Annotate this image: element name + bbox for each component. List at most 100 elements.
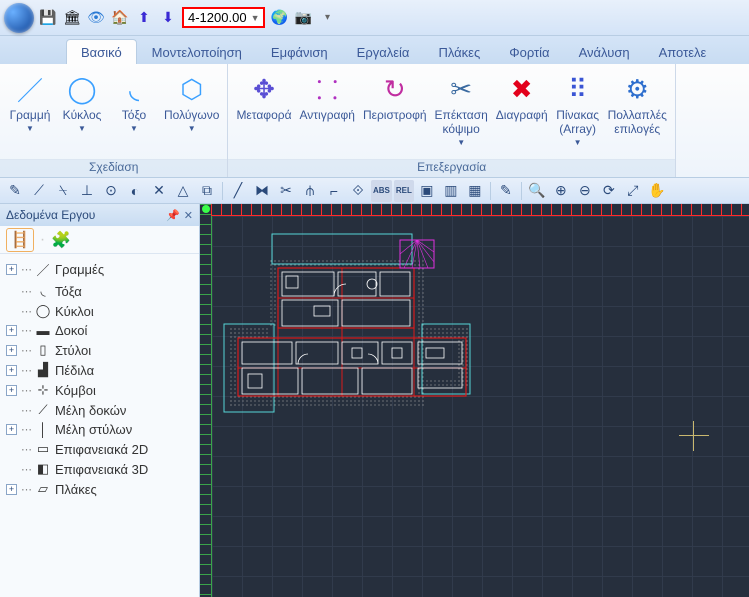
save-icon[interactable]: 💾: [38, 8, 58, 28]
tool-t11-icon[interactable]: ⧓: [251, 180, 273, 202]
level-selector[interactable]: 4-1200.00 ▼: [182, 7, 265, 28]
app-orb-icon[interactable]: [4, 3, 34, 33]
expand-icon[interactable]: +: [6, 365, 17, 376]
array-button[interactable]: ⠿Πίνακας (Array)▼: [554, 70, 602, 149]
polygon-label: Πολύγωνο: [164, 108, 219, 122]
tool-t3-icon[interactable]: ⍀: [52, 180, 74, 202]
tab-modeling[interactable]: Μοντελοποίηση: [138, 40, 256, 64]
tool-t6-icon[interactable]: ◐: [124, 180, 146, 202]
panel-tab-layers-icon[interactable]: 🧩: [51, 230, 71, 250]
camera-icon[interactable]: 📷: [293, 8, 313, 28]
tree-node-label: Κύκλοι: [55, 304, 94, 319]
tool-t15-icon[interactable]: ⟐: [347, 180, 369, 202]
move-label: Μεταφορά: [236, 108, 291, 122]
expand-icon[interactable]: +: [6, 484, 17, 495]
tab-results[interactable]: Αποτελε: [645, 40, 721, 64]
tool-z6-icon[interactable]: ✋: [646, 180, 668, 202]
quick-access-toolbar: 💾 🏛 👁 🏠 ⬆ ⬇ 4-1200.00 ▼ 🌍 📷 ▾: [0, 0, 749, 36]
delete-button[interactable]: ✖Διαγραφή: [494, 70, 550, 124]
tree-node-icon: ◯: [35, 303, 51, 319]
qa-customize-icon[interactable]: ▾: [317, 8, 337, 28]
expand-icon[interactable]: +: [6, 325, 17, 336]
tab-basic[interactable]: Βασικό: [66, 39, 137, 64]
tree-node[interactable]: +⋯▯Στύλοι: [2, 340, 197, 360]
arc-button[interactable]: ◟Τόξο▼: [110, 70, 158, 135]
tool-z2-icon[interactable]: ⊕: [550, 180, 572, 202]
tool-t5-icon[interactable]: ⊙: [100, 180, 122, 202]
home-icon[interactable]: 🏠: [110, 8, 130, 28]
expand-icon[interactable]: +: [6, 385, 17, 396]
line-button[interactable]: ／Γραμμή▼: [6, 70, 54, 135]
tool-z4-icon[interactable]: ⟳: [598, 180, 620, 202]
polygon-button[interactable]: ⬡Πολύγωνο▼: [162, 70, 221, 135]
tree-node-label: Επιφανειακά 2D: [55, 442, 148, 457]
tool-rel-icon[interactable]: REL: [394, 180, 414, 202]
tool-t17-icon[interactable]: ▥: [440, 180, 462, 202]
rotate-button[interactable]: ↻Περιστροφή: [361, 70, 429, 124]
tree-node[interactable]: +⋯▬Δοκοί: [2, 321, 197, 340]
copy-label: Αντιγραφή: [300, 108, 355, 122]
multi-button[interactable]: ⚙Πολλαπλές επιλογές: [606, 70, 669, 138]
tree-node[interactable]: +⋯▟Πέδιλα: [2, 360, 197, 380]
level-up-icon[interactable]: ⬆: [134, 8, 154, 28]
tree-connector: ⋯: [21, 285, 31, 298]
copy-button[interactable]: ⸬ Αντιγραφή: [298, 70, 357, 124]
tree-node[interactable]: +⋯▱Πλάκες: [2, 479, 197, 499]
tool-t8-icon[interactable]: △: [172, 180, 194, 202]
extend-button[interactable]: ✂Επέκταση κόψιμο▼: [433, 70, 490, 149]
tool-t13-icon[interactable]: ⫛: [299, 180, 321, 202]
tool-t7-icon[interactable]: ✕: [148, 180, 170, 202]
tab-analysis[interactable]: Ανάλυση: [565, 40, 644, 64]
line-label: Γραμμή: [10, 108, 51, 122]
tree-node-icon: ◧: [35, 461, 51, 477]
tree-node[interactable]: +⋯⊹Κόμβοι: [2, 380, 197, 400]
tool-t9-icon[interactable]: ⧉: [196, 180, 218, 202]
panel-tab-levels-icon[interactable]: 🪜: [6, 228, 34, 252]
tree-node[interactable]: ⋯▭Επιφανειακά 2D: [2, 439, 197, 459]
main-area: Δεδομένα Εργου 📌 ✕ 🪜 · 🧩 +⋯／Γραμμές⋯◟Τόξ…: [0, 204, 749, 597]
tool-t16-icon[interactable]: ▣: [416, 180, 438, 202]
tree-connector: ⋯: [21, 404, 31, 417]
drawing-canvas[interactable]: [200, 204, 749, 597]
tool-t12-icon[interactable]: ✂: [275, 180, 297, 202]
tab-view[interactable]: Εμφάνιση: [257, 40, 342, 64]
tree-connector: ⋯: [21, 305, 31, 318]
tool-t2-icon[interactable]: ⟋: [28, 180, 50, 202]
expand-icon[interactable]: +: [6, 264, 17, 275]
expand-icon[interactable]: +: [6, 424, 17, 435]
circle-button[interactable]: ◯Κύκλος▼: [58, 70, 106, 135]
tree-node[interactable]: ⋯ ◯ Κύκλοι: [2, 301, 197, 321]
tool-z5-icon[interactable]: ⤢: [622, 180, 644, 202]
tab-slabs[interactable]: Πλάκες: [424, 40, 494, 64]
tool-t18-icon[interactable]: ▦: [464, 180, 486, 202]
tree-node[interactable]: +⋯│Μέλη στύλων: [2, 420, 197, 439]
delete-icon: ✖: [505, 72, 539, 106]
tool-t19-icon[interactable]: ✎: [495, 180, 517, 202]
ribbon-group-title-draw: Σχεδίαση: [0, 159, 227, 177]
eye-icon[interactable]: 👁: [86, 8, 106, 28]
tool-t4-icon[interactable]: ⊥: [76, 180, 98, 202]
expand-icon[interactable]: +: [6, 345, 17, 356]
tool-abs-icon[interactable]: ABS: [371, 180, 392, 202]
tab-tools[interactable]: Εργαλεία: [343, 40, 424, 64]
tool-t10-icon[interactable]: ╱: [227, 180, 249, 202]
move-button[interactable]: ✥Μεταφορά: [234, 70, 293, 124]
tool-z1-icon[interactable]: 🔍: [526, 180, 548, 202]
pin-icon[interactable]: 📌: [166, 209, 180, 222]
tool-t1-icon[interactable]: ✎: [4, 180, 26, 202]
tree-node[interactable]: +⋯／Γραμμές: [2, 258, 197, 281]
copy-icon: ⸬: [310, 72, 344, 106]
tree-node[interactable]: ⋯⟋Μέλη δοκών: [2, 400, 197, 420]
building-icon[interactable]: 🏛: [62, 8, 82, 28]
close-panel-icon[interactable]: ✕: [184, 209, 193, 222]
multi-icon: ⚙: [620, 72, 654, 106]
tree-connector: ⋯: [21, 324, 31, 337]
tool-t14-icon[interactable]: ⌐: [323, 180, 345, 202]
tool-z3-icon[interactable]: ⊖: [574, 180, 596, 202]
tree-node[interactable]: ⋯◧Επιφανειακά 3D: [2, 459, 197, 479]
extend-label: Επέκταση κόψιμο: [435, 108, 488, 136]
tree-node[interactable]: ⋯◟Τόξα: [2, 281, 197, 301]
globe-icon[interactable]: 🌍: [269, 8, 289, 28]
level-down-icon[interactable]: ⬇: [158, 8, 178, 28]
tab-loads[interactable]: Φορτία: [495, 40, 563, 64]
